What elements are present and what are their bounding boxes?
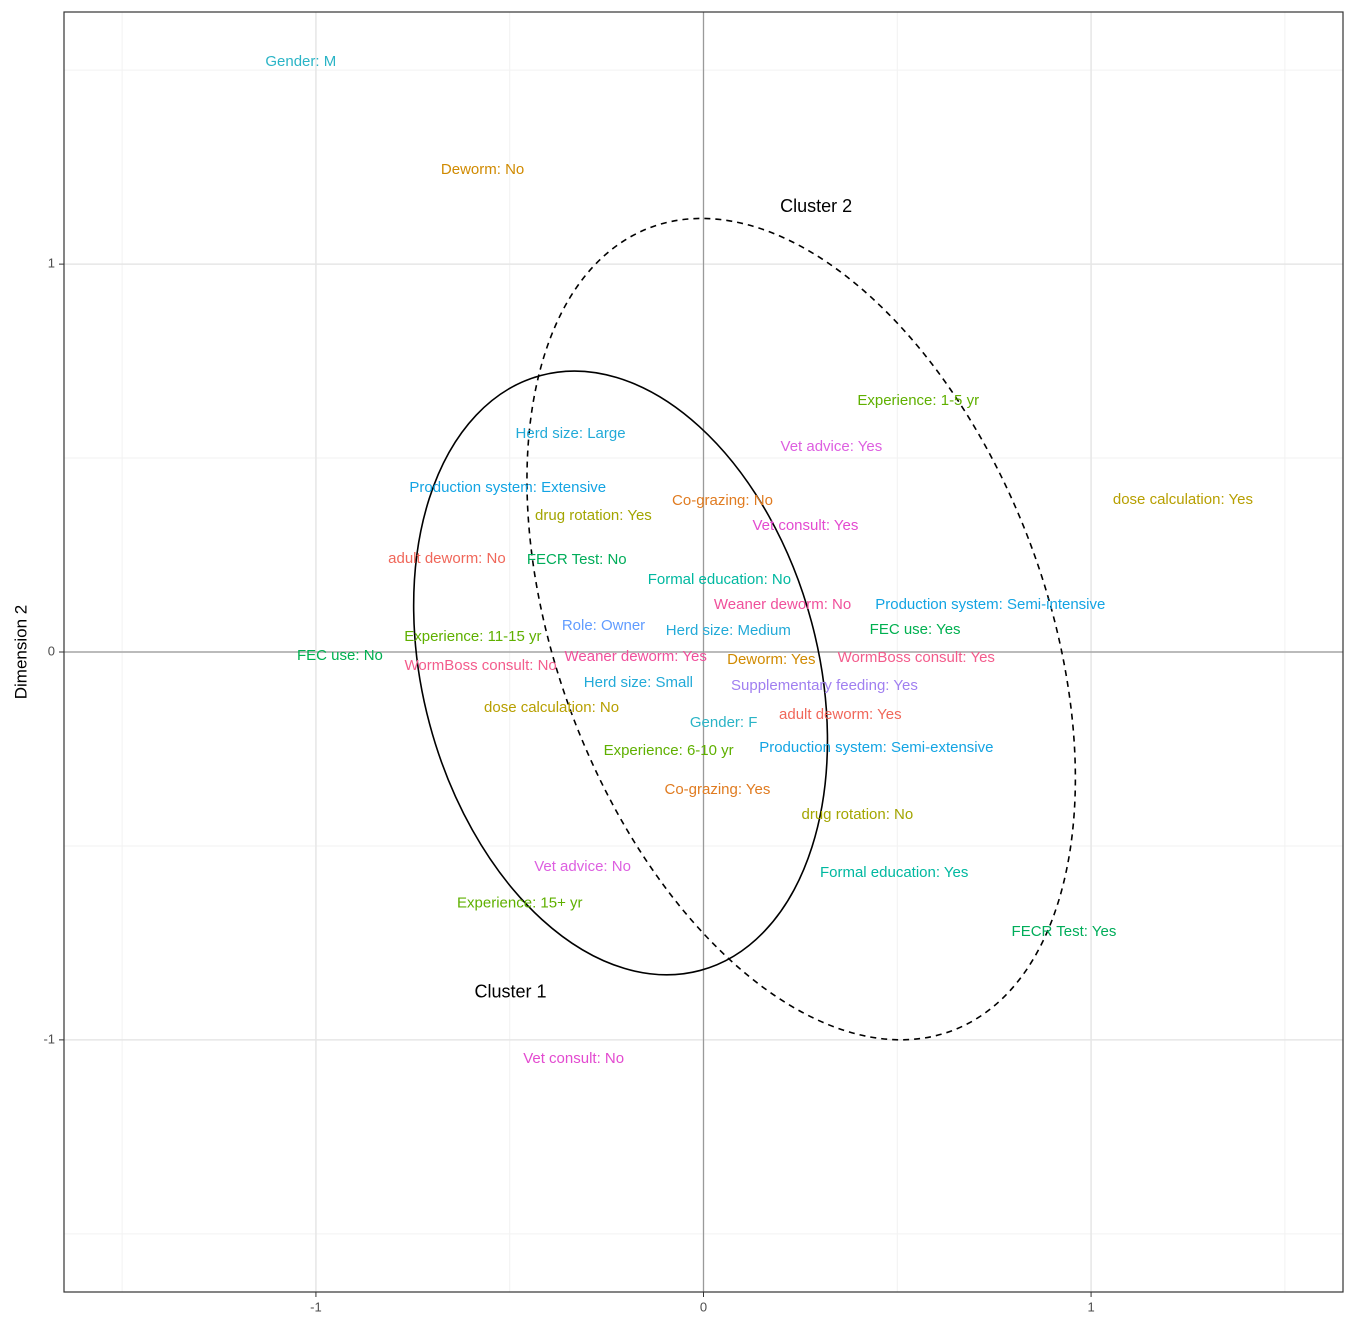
category-label: Vet advice: No: [534, 858, 631, 875]
category-label: Experience: 11-15 yr: [404, 628, 541, 645]
y-tick-label: 1: [48, 256, 55, 271]
category-label: adult deworm: Yes: [779, 706, 902, 723]
x-tick-label: 1: [1087, 1299, 1094, 1314]
category-label: Vet consult: Yes: [752, 517, 858, 534]
category-label: dose calculation: Yes: [1113, 491, 1253, 508]
category-label: adult deworm: No: [388, 550, 506, 567]
category-label: Experience: 6-10 yr: [604, 742, 734, 759]
category-label: Production system: Semi-intensive: [875, 596, 1105, 613]
category-label: Weaner deworm: No: [714, 596, 851, 613]
y-axis-title: Dimension 2: [11, 605, 30, 700]
cluster-ellipse: [412, 370, 829, 976]
category-label: Supplementary feeding: Yes: [731, 677, 918, 694]
y-tick-label: -1: [43, 1031, 55, 1046]
category-label: Production system: Semi-extensive: [759, 739, 993, 756]
category-label: Formal education: Yes: [820, 864, 968, 881]
cluster-label: Cluster 2: [780, 196, 852, 216]
category-label: Role: Owner: [562, 617, 645, 634]
x-tick-label: -1: [310, 1299, 322, 1314]
category-label: Weaner deworm: Yes: [565, 648, 707, 665]
category-label: Experience: 1-5 yr: [857, 392, 979, 409]
category-label: Deworm: No: [441, 161, 524, 178]
category-label: drug rotation: Yes: [535, 507, 652, 524]
cluster-label: Cluster 1: [475, 982, 547, 1002]
category-label: Experience: 15+ yr: [457, 895, 583, 912]
category-label: Herd size: Medium: [666, 622, 791, 639]
category-label: FECR Test: Yes: [1012, 923, 1117, 940]
category-label: Co-grazing: Yes: [664, 781, 770, 798]
cluster-ellipse: [526, 217, 1077, 1041]
category-label: Gender: M: [265, 53, 336, 70]
x-tick-label: 0: [700, 1299, 707, 1314]
category-label: drug rotation: No: [802, 806, 914, 823]
category-label: Herd size: Small: [584, 674, 693, 691]
category-label: WormBoss consult: No: [405, 657, 557, 674]
category-label: Vet consult: No: [523, 1050, 624, 1067]
category-label: WormBoss consult: Yes: [838, 649, 995, 666]
category-label: Co-grazing: No: [672, 492, 773, 509]
category-label: Gender: F: [690, 714, 758, 731]
category-label: dose calculation: No: [484, 699, 619, 716]
category-label: Deworm: Yes: [727, 651, 815, 668]
plot-border: [63, 11, 1344, 1293]
y-tick-label: 0: [48, 643, 55, 658]
category-label: FEC use: No: [297, 647, 383, 664]
category-label: FEC use: Yes: [870, 621, 961, 638]
category-label: Vet advice: Yes: [781, 438, 883, 455]
category-label: Production system: Extensive: [409, 479, 606, 496]
category-label: Formal education: No: [648, 571, 791, 588]
category-label: Herd size: Large: [516, 425, 626, 442]
category-label: FECR Test: No: [527, 551, 627, 568]
